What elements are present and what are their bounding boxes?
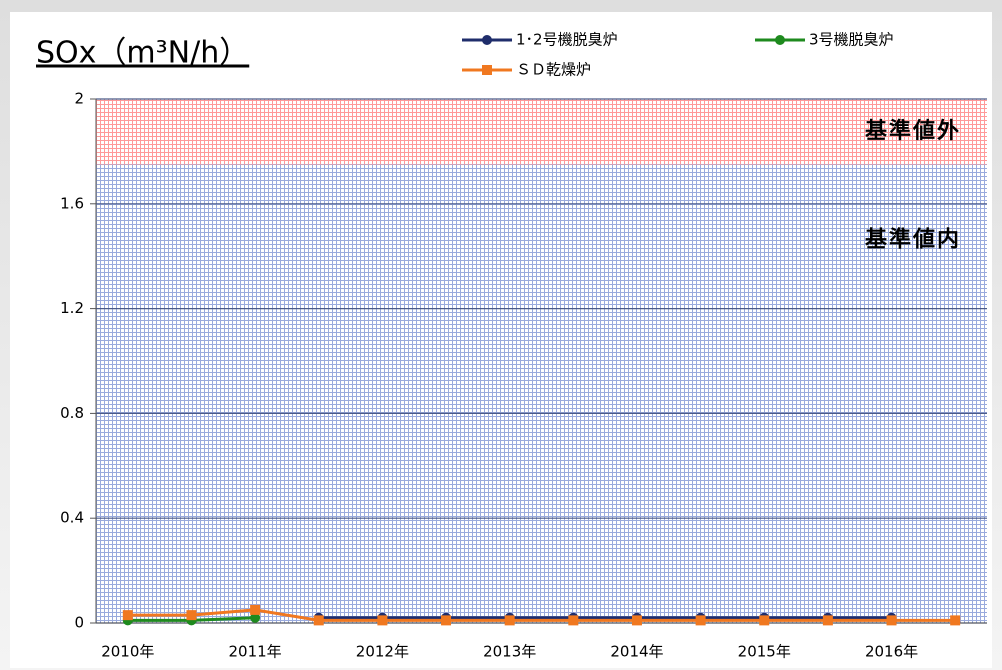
legend-label: 3号機脱臭炉 <box>809 31 894 49</box>
y-tick-label: 2 <box>74 90 84 108</box>
marker <box>250 604 261 615</box>
legend-marker <box>482 65 492 75</box>
band-label: 基準値内 <box>865 227 961 253</box>
x-tick-label: 2013年 <box>483 643 536 661</box>
marker <box>886 615 897 626</box>
band <box>96 99 987 165</box>
marker <box>631 615 642 626</box>
x-tick-label: 2010年 <box>101 643 154 661</box>
marker <box>313 615 324 626</box>
band <box>96 164 987 623</box>
series-line <box>127 608 956 622</box>
x-tick-label: 2016年 <box>865 643 918 661</box>
x-tick-label: 2014年 <box>610 643 663 661</box>
y-tick-label: 1.6 <box>60 194 84 212</box>
legend-item: 1･2号機脱臭炉 <box>462 31 618 49</box>
marker <box>504 615 515 626</box>
marker <box>822 615 833 626</box>
legend-item: 3号機脱臭炉 <box>755 31 894 49</box>
marker <box>122 610 133 621</box>
x-tick-label: 2011年 <box>229 643 282 661</box>
chart-title: SOx（m³N/h） <box>36 36 249 71</box>
marker <box>250 612 261 623</box>
y-tick-label: 1.2 <box>60 299 84 317</box>
x-tick-label: 2012年 <box>356 643 409 661</box>
legend-label: 1･2号機脱臭炉 <box>516 31 618 49</box>
y-tick-label: 0.4 <box>60 509 84 527</box>
legend-marker <box>482 35 492 45</box>
marker <box>568 615 579 626</box>
marker <box>759 615 770 626</box>
y-tick-label: 0.8 <box>60 404 84 422</box>
legend-label: ＳＤ乾燥炉 <box>516 61 591 79</box>
marker <box>377 615 388 626</box>
band-label: 基準値外 <box>865 118 961 144</box>
legend-item: ＳＤ乾燥炉 <box>462 61 591 79</box>
marker <box>695 615 706 626</box>
legend-marker <box>775 35 785 45</box>
x-tick-label: 2015年 <box>738 643 791 661</box>
y-tick-label: 0 <box>74 614 84 632</box>
marker <box>441 615 452 626</box>
marker <box>950 615 961 626</box>
marker <box>186 610 197 621</box>
